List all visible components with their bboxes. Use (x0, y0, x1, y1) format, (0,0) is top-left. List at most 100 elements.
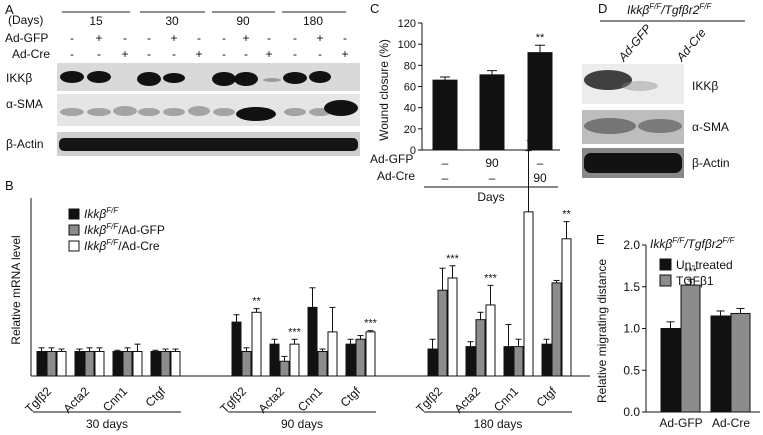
lane-label: Ad-GFP (615, 22, 654, 65)
days-label: (Days) (8, 13, 43, 27)
y-tick-label: 40 (404, 103, 416, 115)
bar (437, 289, 448, 377)
category-tick-label: Tgfβ2 (217, 384, 249, 416)
legend-swatch (68, 208, 80, 220)
ad-cre-sign: - (222, 47, 226, 61)
row-label-ad-gfp: Ad-GFP (5, 31, 48, 45)
y-tick-label: 1.0 (623, 322, 640, 336)
ad-cre-sign: + (195, 47, 202, 61)
ad-gfp-sign: - (222, 31, 226, 45)
legend-label: TGFβ1 (676, 274, 714, 288)
band-label: β-Actin (6, 137, 44, 151)
ad-cre-sign: - (293, 47, 297, 61)
row-label-ad-cre: Ad-Cre (377, 169, 415, 183)
significance-mark: ** (252, 296, 261, 308)
category-tick-label: Acta2 (61, 384, 93, 416)
band-label: IKKβ (6, 71, 32, 85)
day-label: 30 (165, 14, 179, 28)
bar (160, 351, 171, 377)
significance-mark: *** (684, 266, 698, 278)
bar (132, 351, 143, 377)
band-label: α-SMA (692, 120, 729, 134)
panel-b: B Relative mRNA level IkkβF/FIkkβF/F/Ad-… (5, 138, 590, 431)
ad-cre-sign: - (172, 47, 176, 61)
ad-gfp-sign: - (70, 31, 74, 45)
y-tick-label: 1.5 (623, 280, 640, 294)
panel-a-letter: A (5, 2, 14, 17)
bar (289, 343, 300, 377)
y-tick-label: 20 (404, 124, 416, 136)
ad-gfp-sign: - (343, 31, 347, 45)
panel-b-ylabel: Relative mRNA level (9, 235, 23, 344)
bar (427, 348, 438, 377)
significance-mark: *** (484, 272, 498, 284)
category-tick-label: Ctgf (534, 384, 560, 410)
panel-e-genotype: IkkβF/F/Tgfβr2F/F (650, 236, 736, 251)
day-label: 90 (236, 14, 250, 28)
ad-gfp-sign: - (197, 31, 201, 45)
bar (365, 331, 376, 377)
bar (56, 351, 67, 377)
y-tick-label: 80 (404, 60, 416, 72)
ad-cre-sign: + (265, 47, 272, 61)
ad-gfp-sign: - (123, 31, 127, 45)
bar (561, 238, 572, 377)
bar (447, 277, 458, 377)
significance-mark: *** (364, 318, 378, 330)
legend-label: IkkβF/F/Ad-GFP (84, 222, 165, 237)
category-tick-label: Cnn1 (100, 384, 130, 414)
blot-asma (57, 94, 360, 126)
legend-label: IkkβF/F (84, 206, 119, 221)
ad-gfp-sign: + (316, 31, 323, 45)
blot-bactin (57, 132, 360, 156)
panel-e-letter: E (596, 232, 605, 247)
y-tick-label: 60 (404, 82, 416, 94)
bar (84, 351, 95, 377)
category-tick-label: Cnn1 (491, 384, 521, 414)
bar (251, 311, 262, 377)
day-label: 15 (89, 14, 103, 28)
ad-cre-sign: - (70, 47, 74, 61)
bar (36, 351, 47, 377)
legend-swatch (659, 258, 672, 271)
bar (680, 284, 701, 413)
category-tick-label: Acta2 (452, 384, 484, 416)
y-tick-label: 120 (398, 18, 416, 30)
panel-e: E IkkβF/F/Tgfβr2F/F Relative migrating d… (595, 232, 760, 430)
bar (660, 328, 681, 413)
bar (46, 351, 57, 377)
panel-c-letter: C (370, 1, 379, 16)
ad-cre-value: 90 (533, 171, 547, 185)
bar (523, 211, 534, 377)
panel-c-xlabel: Days (477, 190, 504, 204)
ad-gfp-value: – (537, 156, 544, 170)
ad-gfp-value: 90 (485, 156, 499, 170)
legend-swatch (68, 224, 80, 236)
bar (485, 304, 496, 377)
ad-cre-value: – (442, 171, 449, 185)
y-tick-label: 2.0 (623, 238, 640, 252)
significance-mark: ** (536, 32, 545, 44)
bar (327, 331, 338, 377)
bar (479, 74, 505, 151)
band-label: IKKβ (692, 79, 718, 93)
ad-gfp-value: – (442, 156, 449, 170)
row-label-ad-cre: Ad-Cre (12, 47, 50, 61)
band-label: α-SMA (6, 97, 43, 111)
y-tick-label: 100 (398, 39, 416, 51)
category-tick-label: Cnn1 (295, 384, 325, 414)
y-tick-label: 0 (410, 145, 416, 157)
category-tick-label: Tgfβ2 (413, 384, 445, 416)
panel-d: D IkkβF/F/Tgfβr2F/F Ad-GFP Ad-Cre IKKβ α… (582, 1, 745, 178)
ad-cre-value: – (489, 171, 496, 185)
blot-strip (57, 94, 360, 126)
bar (710, 315, 731, 413)
row-label-ad-gfp: Ad-GFP (370, 152, 413, 166)
band-label: β-Actin (692, 156, 730, 170)
panel-c-ylabel: Wound closure (%) (377, 39, 391, 141)
bar (74, 351, 85, 377)
bar (527, 52, 553, 151)
ad-cre-sign: - (318, 47, 322, 61)
bar (170, 351, 181, 377)
